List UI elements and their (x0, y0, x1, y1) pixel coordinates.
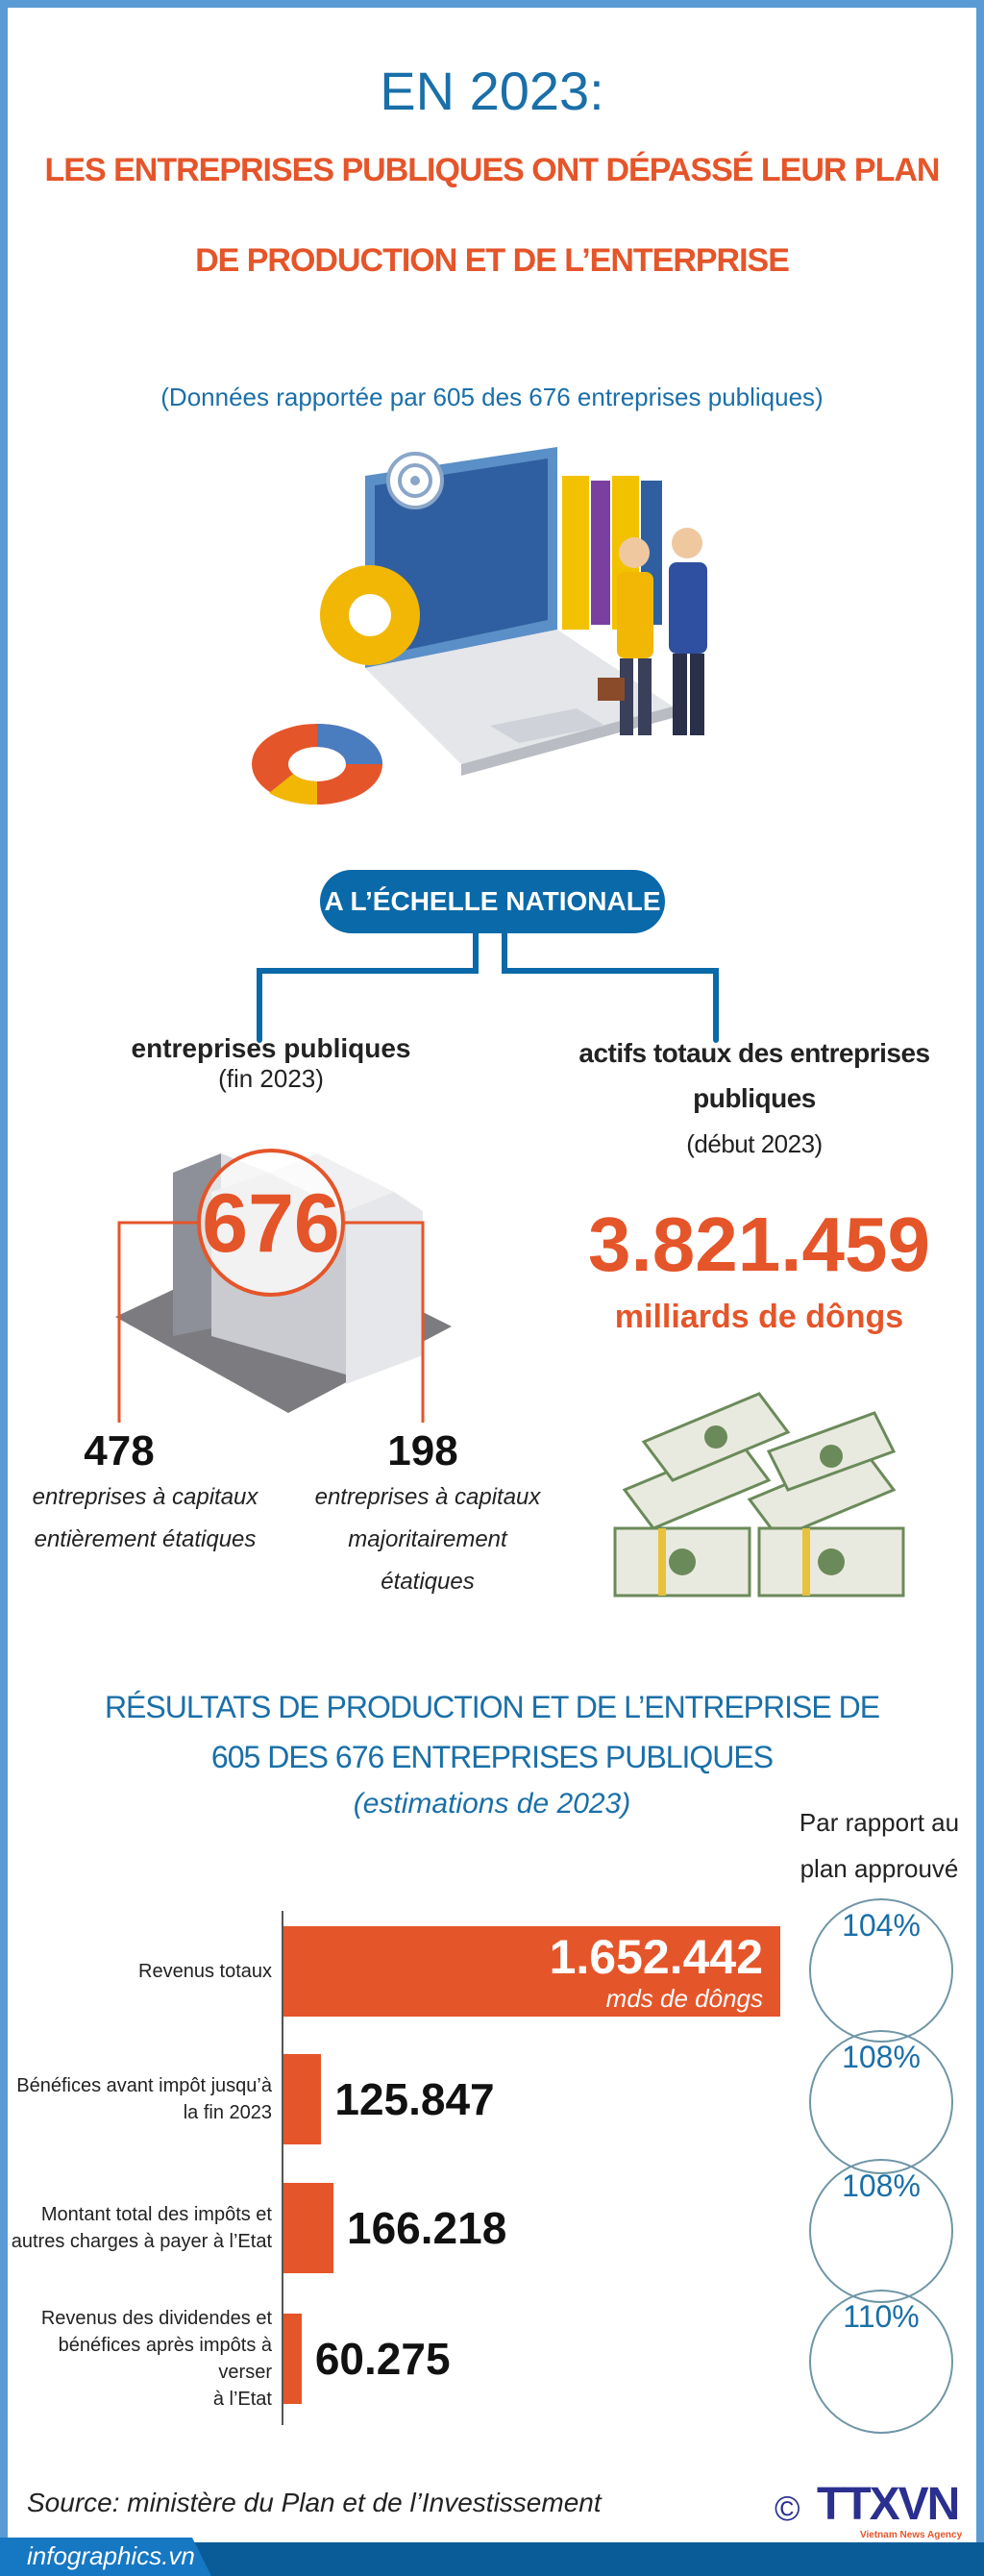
bar-unit-label: mds de dôngs (605, 1984, 763, 2013)
bar (283, 1926, 780, 2017)
source-note: Source: ministère du Plan et de l’Invest… (27, 2488, 602, 2517)
title-line-2: DE PRODUCTION ET DE L’ENTERPRISE (195, 242, 790, 279)
category-line: Bénéfices avant impôt jusqu’à (16, 2075, 272, 2096)
total-assets-unit: milliards de dôngs (614, 1299, 904, 1335)
total-assets-value: 3.821.459 (588, 1201, 930, 1287)
agency-name: Vietnam News Agency (860, 2530, 963, 2540)
national-scale-label: A L’ÉCHELLE NATIONALE (320, 870, 665, 933)
businessmen-icon (598, 528, 707, 735)
chart-axis (282, 1911, 283, 2425)
bar-category-label: Montant total des impôts et autres charge… (8, 2173, 272, 2283)
connector-bracket (257, 932, 719, 1043)
bar-value-label: 60.275 (314, 2334, 451, 2384)
bar (283, 2183, 333, 2273)
gear-icon (320, 565, 420, 665)
total-assets-heading: actifs totaux des entreprises publiques (d… (578, 1038, 930, 1158)
bar-value-label: 1.652.442 (549, 1930, 763, 1984)
state-owned-count: 478 (84, 1427, 155, 1474)
category-line: Montant total des impôts et (40, 2204, 272, 2225)
copyright-symbol: © (775, 2489, 800, 2528)
business-illustration (252, 447, 707, 805)
category-line: Revenus des dividendes et (40, 2308, 272, 2329)
donut-chart-icon (252, 724, 382, 805)
majority-state-count: 198 (387, 1427, 458, 1474)
ttxvn-logo: TTXVN (817, 2479, 960, 2530)
results-title-2: 605 DES 676 ENTREPRISES PUBLIQUES (210, 1740, 774, 1774)
bar (283, 2054, 322, 2144)
category-line: bénéfices après impôts à verser (58, 2335, 272, 2383)
category-line: la fin 2023 (183, 2102, 272, 2123)
results-title-1: RÉSULTATS DE PRODUCTION ET DE L’ENTREPRI… (104, 1690, 880, 1724)
category-line: Revenus totaux (138, 1961, 272, 1982)
footer-tab (0, 2538, 211, 2576)
money-stack-illustration (613, 1392, 905, 1598)
vs-plan-circle: 110% (809, 2290, 953, 2434)
bar-category-label: Revenus des dividendes et bénéfices après… (8, 2304, 272, 2414)
bar-value-label: 166.218 (347, 2203, 507, 2253)
title-line-1: LES ENTREPRISES PUBLIQUES ONT DÉPASSÉ LE… (44, 152, 941, 188)
target-icon (386, 452, 444, 509)
bar-category-label: Revenus totaux (8, 1917, 272, 2026)
category-line: autres charges à payer à l’Etat (11, 2231, 272, 2252)
public-enterprises-heading: entreprises publiques (fin 2023) (131, 1033, 411, 1093)
category-line: à l’Etat (212, 2389, 272, 2410)
site-link[interactable]: infographics.vn (27, 2541, 195, 2570)
count-highlight (117, 1149, 425, 1423)
bar-value-label: 125.847 (334, 2074, 495, 2124)
title-year: EN 2023: (380, 61, 604, 121)
subtitle: (Données rapportée par 605 des 676 entre… (160, 383, 824, 411)
total-enterprises-count: 676 (202, 1177, 340, 1270)
vs-plan-circle: 104% (809, 1898, 953, 2043)
vs-plan-circle: 108% (809, 2030, 953, 2174)
results-subtitle: (estimations de 2023) (353, 1788, 631, 1820)
vs-plan-circle: 108% (809, 2159, 953, 2303)
bar-category-label: Bénéfices avant impôt jusqu’à la fin 2023 (8, 2044, 272, 2154)
vs-plan-heading: Par rapport au plan approuvé (799, 1808, 960, 1883)
majority-state-label: entreprises à capitaux majoritairement éta… (314, 1484, 541, 1595)
state-owned-label: entreprises à capitaux entièrement étatiq… (32, 1484, 258, 1552)
bar (283, 2314, 302, 2404)
